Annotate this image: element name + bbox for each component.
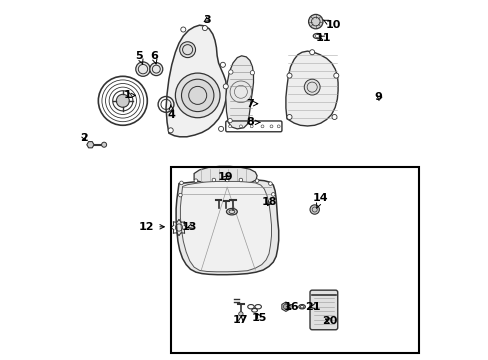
Polygon shape <box>281 302 289 311</box>
Circle shape <box>277 125 280 128</box>
Text: 8: 8 <box>245 117 259 127</box>
Circle shape <box>286 73 291 78</box>
Text: 1: 1 <box>123 90 135 100</box>
Circle shape <box>218 126 223 131</box>
Text: 18: 18 <box>262 197 277 207</box>
Polygon shape <box>180 181 271 272</box>
Text: 14: 14 <box>312 193 328 208</box>
Circle shape <box>268 182 272 185</box>
Circle shape <box>175 73 220 118</box>
Circle shape <box>178 193 182 197</box>
Circle shape <box>225 178 228 182</box>
Text: 5: 5 <box>135 51 143 64</box>
Circle shape <box>179 181 183 185</box>
Text: 10: 10 <box>323 20 341 30</box>
Circle shape <box>212 178 215 182</box>
Circle shape <box>261 125 264 128</box>
FancyBboxPatch shape <box>309 290 337 330</box>
Circle shape <box>269 125 272 128</box>
Circle shape <box>228 70 232 74</box>
Circle shape <box>181 79 213 112</box>
Polygon shape <box>166 25 226 137</box>
Polygon shape <box>176 180 278 275</box>
Text: 21: 21 <box>305 302 320 312</box>
Circle shape <box>168 128 173 133</box>
Text: 2: 2 <box>80 132 88 143</box>
Circle shape <box>308 14 322 29</box>
Circle shape <box>228 125 231 128</box>
Circle shape <box>179 42 195 58</box>
Circle shape <box>181 27 185 32</box>
Polygon shape <box>225 56 253 129</box>
Text: 12: 12 <box>139 222 164 232</box>
Circle shape <box>239 125 242 128</box>
Circle shape <box>250 71 254 75</box>
Circle shape <box>239 178 242 182</box>
Circle shape <box>255 179 258 183</box>
Circle shape <box>248 120 253 125</box>
Text: 6: 6 <box>149 51 158 64</box>
Circle shape <box>223 84 228 89</box>
Circle shape <box>149 63 163 76</box>
Bar <box>170 167 418 353</box>
Circle shape <box>286 114 291 120</box>
Circle shape <box>271 193 275 196</box>
Polygon shape <box>87 141 94 148</box>
Polygon shape <box>194 166 257 184</box>
Text: 11: 11 <box>315 33 330 43</box>
Circle shape <box>194 179 197 183</box>
Circle shape <box>136 62 150 76</box>
Circle shape <box>250 125 253 128</box>
Circle shape <box>202 26 207 31</box>
Text: 19: 19 <box>218 172 233 182</box>
Circle shape <box>238 312 243 316</box>
Text: 7: 7 <box>245 99 257 109</box>
Text: 16: 16 <box>283 302 299 312</box>
Ellipse shape <box>226 208 237 215</box>
Circle shape <box>116 94 129 107</box>
Circle shape <box>309 205 319 214</box>
Text: 15: 15 <box>251 312 267 323</box>
Circle shape <box>227 118 232 123</box>
Text: 17: 17 <box>233 315 248 325</box>
Text: 9: 9 <box>374 92 382 102</box>
Circle shape <box>331 114 336 120</box>
Text: 4: 4 <box>167 105 175 120</box>
Polygon shape <box>285 51 337 126</box>
Text: 13: 13 <box>182 222 197 232</box>
Circle shape <box>333 73 338 78</box>
Circle shape <box>220 62 225 67</box>
Circle shape <box>304 79 320 95</box>
Text: 20: 20 <box>322 316 337 326</box>
Circle shape <box>102 142 106 147</box>
Circle shape <box>309 50 314 55</box>
Circle shape <box>283 304 288 309</box>
Text: 3: 3 <box>203 15 210 25</box>
